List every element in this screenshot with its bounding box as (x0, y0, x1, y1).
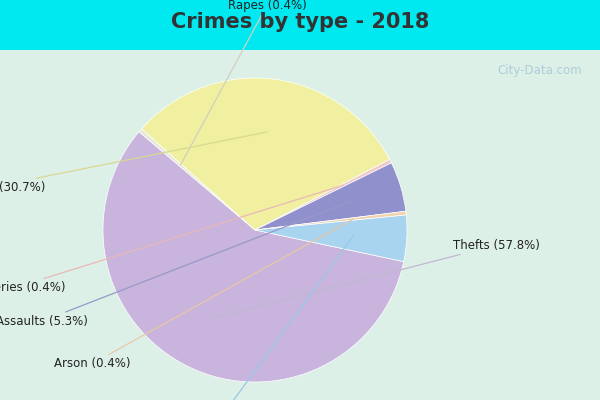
Text: Robberies (0.4%): Robberies (0.4%) (0, 185, 343, 294)
Wedge shape (255, 160, 391, 230)
Text: Rapes (0.4%): Rapes (0.4%) (181, 0, 307, 165)
Wedge shape (255, 211, 406, 230)
Wedge shape (103, 132, 404, 382)
Text: Burglaries (30.7%): Burglaries (30.7%) (0, 132, 267, 194)
Wedge shape (142, 78, 389, 230)
Text: Auto thefts (4.9%): Auto thefts (4.9%) (170, 236, 353, 400)
Text: Thefts (57.8%): Thefts (57.8%) (211, 239, 539, 319)
Text: Assaults (5.3%): Assaults (5.3%) (0, 202, 350, 328)
Text: Arson (0.4%): Arson (0.4%) (54, 219, 353, 370)
Text: City-Data.com: City-Data.com (497, 64, 582, 77)
Wedge shape (255, 163, 406, 230)
Wedge shape (139, 129, 255, 230)
Text: Crimes by type - 2018: Crimes by type - 2018 (171, 12, 429, 32)
Wedge shape (255, 215, 407, 262)
